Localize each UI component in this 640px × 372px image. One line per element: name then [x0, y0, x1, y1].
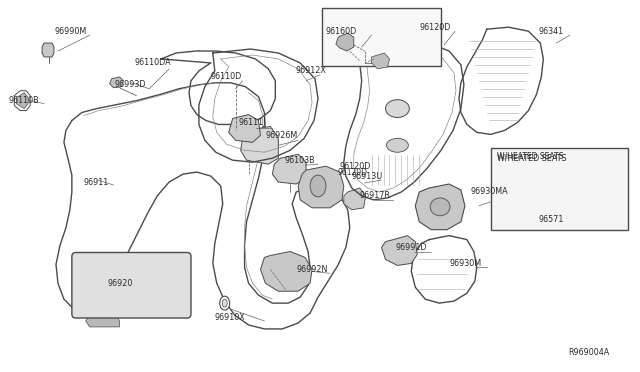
- Text: 96926M: 96926M: [266, 131, 298, 140]
- Text: 96920: 96920: [108, 279, 133, 288]
- Polygon shape: [298, 166, 344, 208]
- FancyBboxPatch shape: [72, 253, 191, 318]
- Text: 96571: 96571: [538, 215, 564, 224]
- Polygon shape: [344, 188, 365, 210]
- Polygon shape: [502, 168, 540, 208]
- Ellipse shape: [385, 100, 410, 118]
- Polygon shape: [42, 43, 54, 57]
- Ellipse shape: [387, 138, 408, 152]
- Text: 96111J: 96111J: [239, 118, 266, 127]
- Text: 96930M: 96930M: [449, 259, 481, 268]
- Text: 96341: 96341: [538, 27, 563, 36]
- Text: W/HEATED SEATS: W/HEATED SEATS: [497, 154, 566, 163]
- Text: 96990M: 96990M: [54, 27, 86, 36]
- Polygon shape: [273, 154, 306, 184]
- Text: 96992N: 96992N: [296, 265, 328, 274]
- Ellipse shape: [430, 198, 450, 216]
- Text: 96991D: 96991D: [396, 243, 427, 252]
- Polygon shape: [241, 126, 278, 164]
- Text: 96912X: 96912X: [295, 66, 326, 76]
- Text: 96993D: 96993D: [115, 80, 146, 89]
- Text: 96160D: 96160D: [326, 27, 357, 36]
- Polygon shape: [381, 235, 417, 265]
- Ellipse shape: [222, 299, 227, 307]
- Text: 96120D: 96120D: [340, 162, 371, 171]
- Polygon shape: [109, 77, 124, 88]
- Polygon shape: [372, 53, 390, 69]
- Text: 96930MA: 96930MA: [471, 187, 509, 196]
- Polygon shape: [260, 251, 312, 291]
- Text: 96103B: 96103B: [284, 156, 315, 165]
- Polygon shape: [415, 184, 465, 230]
- Text: 96120D: 96120D: [338, 168, 368, 177]
- Ellipse shape: [310, 175, 326, 197]
- Text: 96913U: 96913U: [352, 171, 383, 180]
- Text: 96910X: 96910X: [215, 312, 246, 321]
- Text: 96120D: 96120D: [419, 23, 451, 32]
- Text: 96917R: 96917R: [360, 192, 390, 201]
- Text: 96911: 96911: [84, 177, 109, 186]
- Text: 96110B: 96110B: [8, 96, 39, 105]
- Ellipse shape: [220, 296, 230, 310]
- Text: 96110D: 96110D: [211, 72, 242, 81]
- Bar: [491, 148, 628, 230]
- Bar: [322, 8, 441, 66]
- Text: R969004A: R969004A: [568, 348, 609, 357]
- Polygon shape: [86, 315, 120, 327]
- Text: 96110DA: 96110DA: [134, 58, 171, 67]
- Polygon shape: [16, 93, 28, 109]
- Text: W/HEATED SEATS: W/HEATED SEATS: [497, 152, 563, 161]
- Polygon shape: [336, 33, 354, 51]
- Polygon shape: [228, 115, 260, 142]
